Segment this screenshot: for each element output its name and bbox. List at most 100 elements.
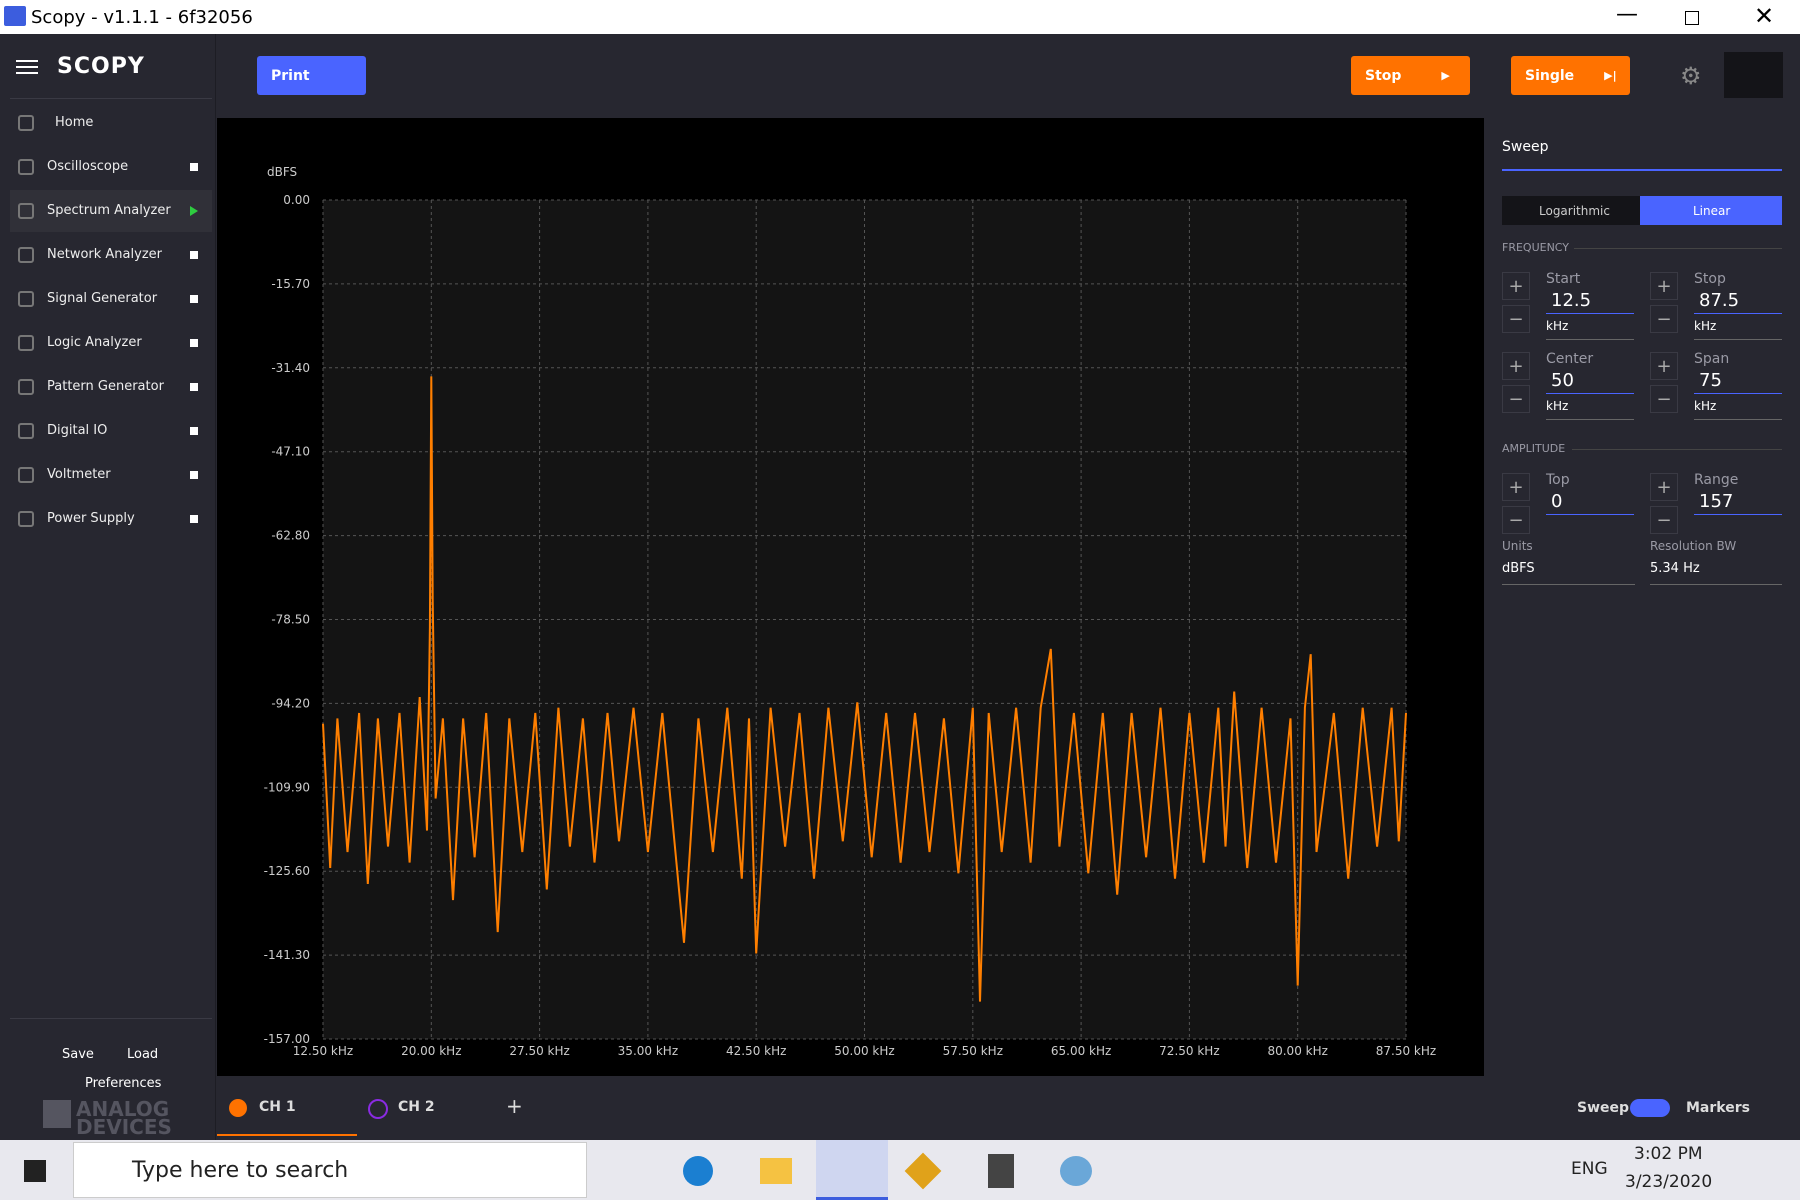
x-tick-label: 27.50 kHz [509,1044,569,1058]
field-unit[interactable]: kHz [1694,319,1717,333]
nav-label: Home [55,115,94,130]
add-channel[interactable]: + [506,1094,523,1118]
scale-option[interactable]: Logarithmic [1539,204,1610,218]
y-tick-label: -78.50 [271,613,310,627]
increment-button[interactable]: + [1650,352,1678,380]
y-tick-label: -157.00 [264,1032,310,1046]
field-value[interactable]: 5.34 Hz [1650,561,1700,576]
field-value[interactable]: 50 [1551,370,1574,391]
language[interactable]: ENG [1571,1159,1608,1179]
field-underline [1546,514,1634,515]
menu-button[interactable] [16,60,38,74]
window-title: Scopy - v1.1.1 - 6f32056 [31,7,253,28]
increment-button[interactable]: + [1650,272,1678,300]
app-icon[interactable] [683,1156,713,1186]
single-button[interactable]: Single ▶| [1511,56,1630,95]
active-app[interactable] [816,1140,888,1200]
load-button[interactable]: Load [127,1047,159,1062]
start-button[interactable] [24,1160,46,1182]
field-value[interactable]: dBFS [1502,561,1535,576]
nav-item[interactable] [10,410,212,452]
field-underline [1694,514,1782,515]
app-icon[interactable] [760,1158,792,1184]
panel-title: Sweep [1502,139,1549,155]
nav-icon [18,335,34,351]
scale-tab[interactable] [1502,196,1640,225]
unit-underline [1546,419,1634,420]
field-unit[interactable]: kHz [1546,319,1569,333]
title-bar: Scopy - v1.1.1 - 6f32056 — ✕ [0,0,1800,34]
button-label: Stop [1365,67,1402,84]
decrement-button[interactable]: − [1502,506,1530,534]
restore[interactable] [1685,11,1699,25]
settings-button[interactable]: ⚙ [1680,62,1702,90]
preferences-button[interactable]: Preferences [85,1076,162,1091]
field-unit[interactable]: kHz [1694,399,1717,413]
nav-icon [18,159,34,175]
nav-icon [18,115,34,131]
logo: SCOPY [57,54,145,79]
app-icon[interactable] [1060,1156,1092,1186]
sweep-toggle[interactable]: Sweep [1577,1100,1630,1116]
app-icon[interactable] [988,1154,1014,1188]
search-placeholder: Type here to search [132,1158,349,1183]
x-tick-label: 42.50 kHz [726,1044,786,1058]
nav-item[interactable] [10,190,212,232]
minimize[interactable]: — [1616,2,1638,27]
panel-toggle[interactable] [1724,52,1783,98]
status-indicator [190,295,198,303]
decrement-button[interactable]: − [1650,385,1678,413]
close[interactable]: ✕ [1754,2,1775,30]
y-tick-label: 0.00 [283,193,310,207]
field-label: Span [1694,351,1730,367]
decrement-button[interactable]: − [1502,305,1530,333]
nav-item[interactable] [10,102,212,144]
nav-label: Logic Analyzer [47,335,142,350]
x-tick-label: 50.00 kHz [834,1044,894,1058]
markers-toggle[interactable]: Markers [1686,1100,1750,1116]
x-tick-label: 35.00 kHz [618,1044,678,1058]
nav-label: Signal Generator [47,291,158,306]
print-button[interactable]: Print [257,56,366,95]
title-underline [1502,169,1782,171]
button-label: Print [271,67,310,84]
search-box[interactable] [73,1142,587,1198]
channel-bar [217,1080,1800,1138]
increment-button[interactable]: + [1502,272,1530,300]
channel-label[interactable]: CH 1 [259,1099,296,1115]
save-button[interactable]: Save [62,1047,94,1062]
nav-label: Oscilloscope [47,159,129,174]
unit-underline [1694,419,1782,420]
field-underline [1694,313,1782,314]
y-axis-label: dBFS [267,165,297,179]
app-icon[interactable] [904,1152,942,1190]
ch1-dot [229,1099,247,1117]
scale-option[interactable]: Linear [1693,204,1731,218]
scale-tab-active[interactable] [1640,196,1782,225]
field-value[interactable]: 157 [1699,491,1734,512]
decrement-button[interactable]: − [1650,506,1678,534]
ch1-tab[interactable] [217,1086,357,1136]
field-value[interactable]: 75 [1699,370,1722,391]
field-value[interactable]: 0 [1551,491,1563,512]
y-tick-label: -94.20 [271,696,310,710]
decrement-button[interactable]: − [1502,385,1530,413]
increment-button[interactable]: + [1502,352,1530,380]
channel-label[interactable]: CH 2 [398,1099,435,1115]
nav-label: Network Analyzer [47,247,162,262]
y-tick-label: -125.60 [264,864,310,878]
field-value[interactable]: 87.5 [1699,290,1740,311]
increment-button[interactable]: + [1650,473,1678,501]
sidebar: SCOPY Save Load Preferences ANALOG DEVIC… [0,34,216,1140]
brand: ANALOG [76,1097,170,1121]
field-value[interactable]: 12.5 [1551,290,1592,311]
divider [10,1018,212,1019]
clock-date[interactable]: 3/23/2020 [1625,1172,1713,1192]
nav-item[interactable] [10,454,212,496]
increment-button[interactable]: + [1502,473,1530,501]
decrement-button[interactable]: − [1650,305,1678,333]
field-unit[interactable]: kHz [1546,399,1569,413]
stop-button[interactable]: Stop ▶ [1351,56,1470,95]
clock-time[interactable]: 3:02 PM [1634,1144,1703,1164]
